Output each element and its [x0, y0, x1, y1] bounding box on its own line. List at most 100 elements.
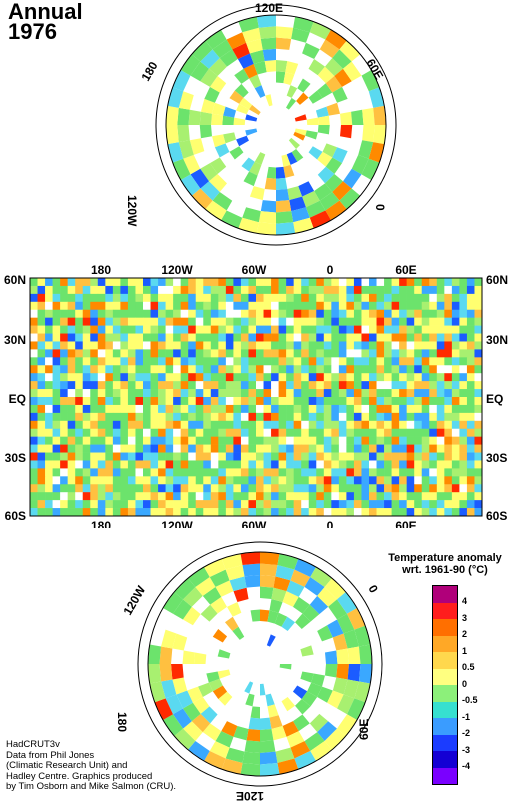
grid-cell: [120, 285, 129, 295]
grid-cell: [444, 460, 453, 469]
grid-cell: [436, 397, 445, 406]
grid-cell: [369, 357, 377, 366]
grid-cell: [52, 420, 61, 430]
grid-cell: [180, 389, 189, 398]
grid-cell: [376, 325, 385, 334]
grid-cell: [97, 325, 106, 334]
grid-cell: [466, 508, 475, 517]
polar-cell: [172, 633, 188, 651]
grid-cell: [466, 381, 475, 390]
grid-cell: [67, 285, 76, 295]
grid-cell: [233, 452, 242, 461]
grid-cell: [143, 460, 151, 469]
grid-cell: [444, 293, 453, 303]
grid-cell: [376, 349, 385, 358]
polar-cell: [174, 728, 196, 750]
polar-cell: [177, 125, 190, 143]
grid-cell: [180, 381, 189, 390]
grid-cell: [459, 460, 468, 469]
grid-cell: [414, 381, 423, 390]
grid-cell: [301, 428, 310, 437]
north-polar-map: 120E 180 60E 120W 0: [125, 1, 397, 246]
grid-cell: [165, 349, 174, 358]
grid-cell: [263, 476, 272, 485]
grid-cell: [361, 500, 370, 509]
grid-cell: [195, 373, 204, 382]
grid-cell: [444, 317, 453, 326]
grid-cell: [384, 436, 392, 445]
grid-cell: [233, 278, 242, 287]
grid-cell: [256, 333, 264, 342]
grid-cell: [301, 452, 310, 461]
grid-cell: [188, 357, 197, 366]
grid-cell: [203, 381, 212, 390]
grid-cell: [308, 325, 317, 334]
grid-cell: [429, 285, 438, 295]
grid-cell: [233, 333, 242, 342]
polar-cell: [260, 740, 276, 753]
grid-cell: [45, 397, 53, 406]
polar-cell: [221, 721, 238, 737]
grid-cell: [369, 484, 377, 493]
grid-cell: [316, 428, 325, 437]
credit-line2: Data from Phil Jones: [6, 749, 95, 761]
grid-cell: [421, 365, 430, 374]
polar-cell: [326, 102, 341, 116]
grid-cell: [444, 397, 453, 406]
grid-cell: [399, 389, 407, 398]
grid-cell: [391, 381, 400, 390]
polar-cell: [347, 698, 366, 720]
grid-cell: [150, 349, 159, 358]
grid-cell: [240, 389, 249, 398]
grid-cell: [248, 301, 257, 311]
grid-cell: [135, 500, 144, 509]
grid-cell: [240, 349, 249, 358]
title-year: 1976: [8, 19, 57, 44]
grid-cell: [143, 500, 151, 509]
grid-cell: [376, 285, 385, 295]
grid-cell: [263, 412, 272, 422]
grid-cell: [195, 444, 204, 453]
polar-cell: [177, 107, 190, 125]
grid-cell: [210, 278, 219, 287]
grid-cell: [90, 500, 99, 509]
grid-cell: [421, 436, 430, 445]
grid-cell: [421, 500, 430, 509]
grid-cell: [256, 301, 264, 311]
grid-cell: [263, 397, 272, 406]
grid-cell: [406, 349, 415, 358]
grid-cell: [361, 476, 370, 485]
grid-cell: [203, 365, 212, 374]
grid-cell: [331, 412, 340, 422]
grid-cell: [165, 333, 174, 342]
grid-cell: [195, 293, 204, 303]
polar-cell: [293, 596, 310, 614]
grid-cell: [52, 357, 61, 366]
grid-cell: [158, 278, 166, 287]
polar-cell: [266, 634, 276, 647]
grid-cell: [188, 373, 197, 382]
grid-cell: [127, 365, 136, 374]
grid-cell: [444, 373, 453, 382]
grid-cell: [195, 341, 204, 350]
grid-cell: [429, 412, 438, 422]
grid-cell: [195, 365, 204, 374]
grid-cell: [82, 444, 91, 453]
grid-cell: [195, 500, 204, 509]
grid-cell: [37, 293, 46, 303]
polar-cell: [264, 177, 276, 190]
grid-cell: [240, 436, 249, 445]
grid-cell: [173, 492, 181, 501]
polar-cell: [229, 90, 244, 104]
grid-cell: [233, 293, 242, 303]
grid-cell: [203, 412, 212, 422]
grid-cell: [210, 301, 219, 311]
grid-cell: [466, 484, 475, 493]
grid-cell: [45, 317, 53, 326]
grid-cell: [361, 492, 370, 501]
grid-cell: [195, 412, 204, 422]
grid-cell: [286, 373, 294, 382]
grid-cell: [436, 452, 445, 461]
grid-cell: [474, 436, 483, 445]
grid-cell: [391, 420, 400, 430]
